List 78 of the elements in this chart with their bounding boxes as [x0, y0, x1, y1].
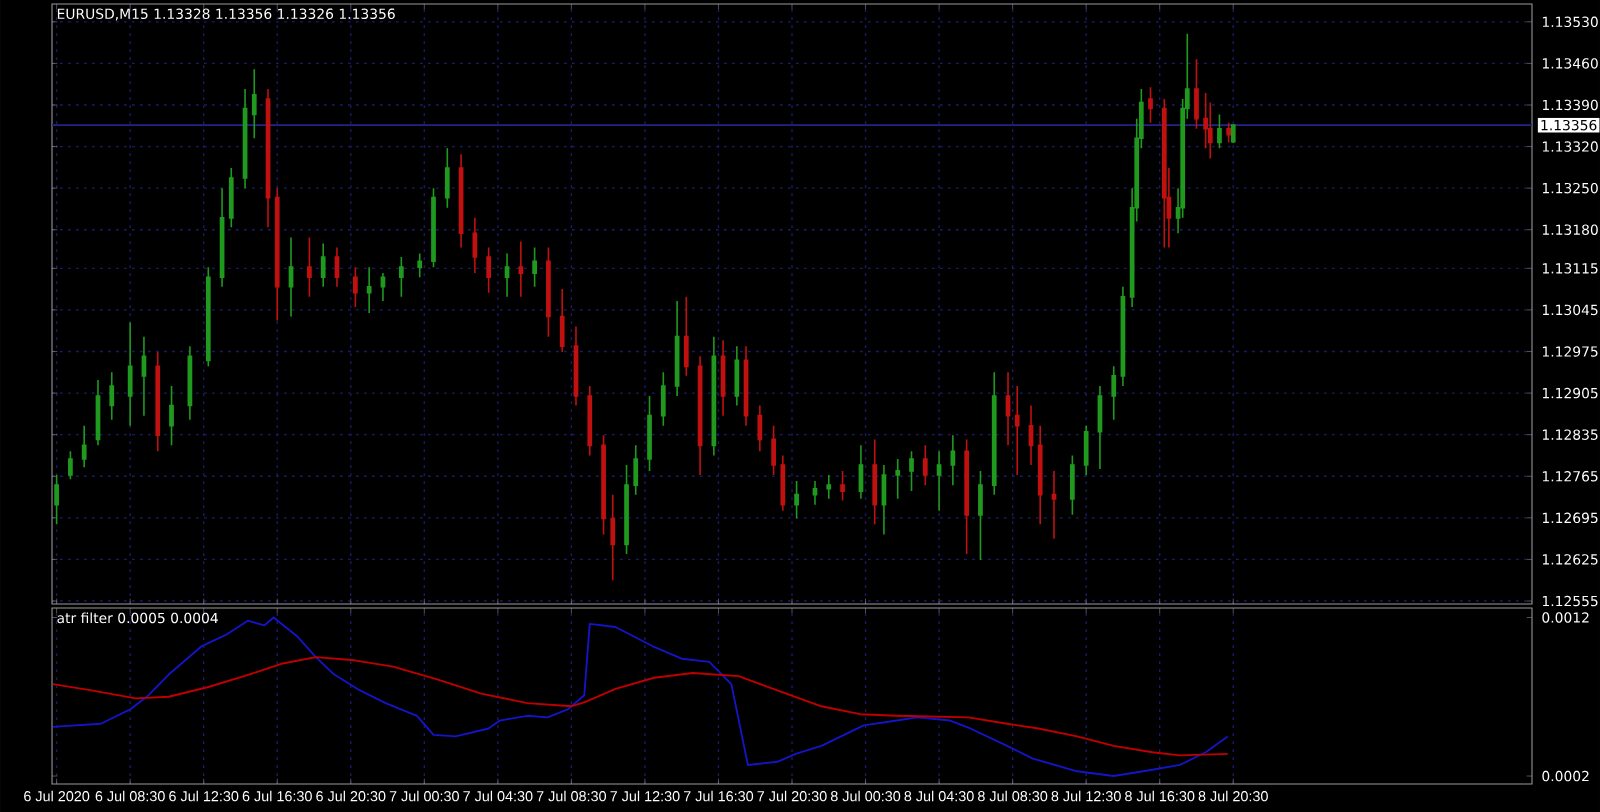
- candlestick: [288, 236, 294, 318]
- candlestick: [780, 454, 786, 512]
- candlestick: [380, 272, 386, 302]
- candlestick: [169, 385, 174, 447]
- candlestick: [141, 335, 147, 417]
- candlestick: [858, 444, 864, 500]
- candlestick: [1083, 424, 1089, 476]
- candlestick: [1161, 98, 1167, 249]
- candlestick: [826, 474, 832, 500]
- candlestick: [398, 256, 404, 298]
- candlestick: [1037, 424, 1043, 526]
- candlestick: [1070, 454, 1075, 516]
- candlestick: [366, 266, 372, 314]
- candlestick: [757, 404, 763, 453]
- candlestick: [532, 246, 537, 288]
- candlestick: [54, 474, 59, 526]
- candlestick: [504, 252, 510, 298]
- candlestick: [559, 288, 565, 353]
- candlestick: [334, 246, 340, 288]
- candlestick: [1230, 124, 1236, 144]
- line-series: [52, 656, 1229, 757]
- candlestick: [1014, 385, 1020, 476]
- candlestick: [922, 444, 928, 486]
- candlestick: [601, 434, 606, 536]
- candlestick: [771, 424, 776, 476]
- candlestick: [794, 480, 799, 520]
- candlestick: [274, 187, 280, 322]
- candlestick: [68, 450, 73, 481]
- candlestick: [950, 434, 956, 486]
- candlestick: [205, 266, 211, 368]
- candlestick: [486, 246, 492, 294]
- candlestick: [518, 240, 524, 298]
- candlestick: [1207, 101, 1213, 160]
- candlestick: [546, 246, 551, 338]
- candlestick: [683, 296, 689, 377]
- candlestick: [674, 300, 680, 397]
- candlestick: [1217, 113, 1222, 150]
- candlestick: [417, 252, 423, 279]
- candlestick: [872, 438, 878, 526]
- candlestick: [840, 470, 845, 502]
- candlestick: [307, 236, 312, 298]
- candlestick: [1203, 92, 1209, 150]
- candlestick: [109, 371, 115, 421]
- candlestick: [353, 266, 358, 308]
- candlestick: [320, 242, 326, 288]
- candlestick: [895, 458, 901, 500]
- candlestick: [624, 464, 629, 555]
- candlestick: [472, 217, 478, 274]
- candlestick: [1005, 371, 1011, 447]
- candlestick: [587, 385, 593, 457]
- candlestick: [812, 480, 818, 506]
- candlestick: [431, 187, 436, 268]
- candlestick: [444, 147, 450, 209]
- candlestick: [964, 438, 970, 555]
- candlestick: [1226, 122, 1232, 144]
- candlestick: [633, 444, 639, 496]
- candlestick: [1194, 58, 1199, 130]
- candlestick: [81, 424, 87, 469]
- candlestick: [1111, 365, 1117, 421]
- candlestick: [660, 371, 666, 427]
- candlestick: [1028, 404, 1034, 466]
- candlestick: [720, 339, 726, 417]
- candlestick: [228, 167, 234, 229]
- candlestick: [251, 68, 257, 140]
- candlestick: [1148, 86, 1153, 124]
- candlestick: [734, 345, 740, 407]
- candlestick: [127, 321, 133, 427]
- candlestick: [909, 450, 914, 492]
- candlestick: [610, 493, 616, 582]
- candlestick: [991, 371, 997, 496]
- candlestick: [1051, 470, 1057, 540]
- candlestick: [155, 351, 161, 453]
- candlestick: [978, 470, 983, 561]
- candlestick: [881, 464, 887, 536]
- candlestick: [1097, 385, 1103, 470]
- candlestick: [936, 450, 942, 512]
- candlestick: [647, 395, 652, 472]
- line-series: [52, 616, 1229, 777]
